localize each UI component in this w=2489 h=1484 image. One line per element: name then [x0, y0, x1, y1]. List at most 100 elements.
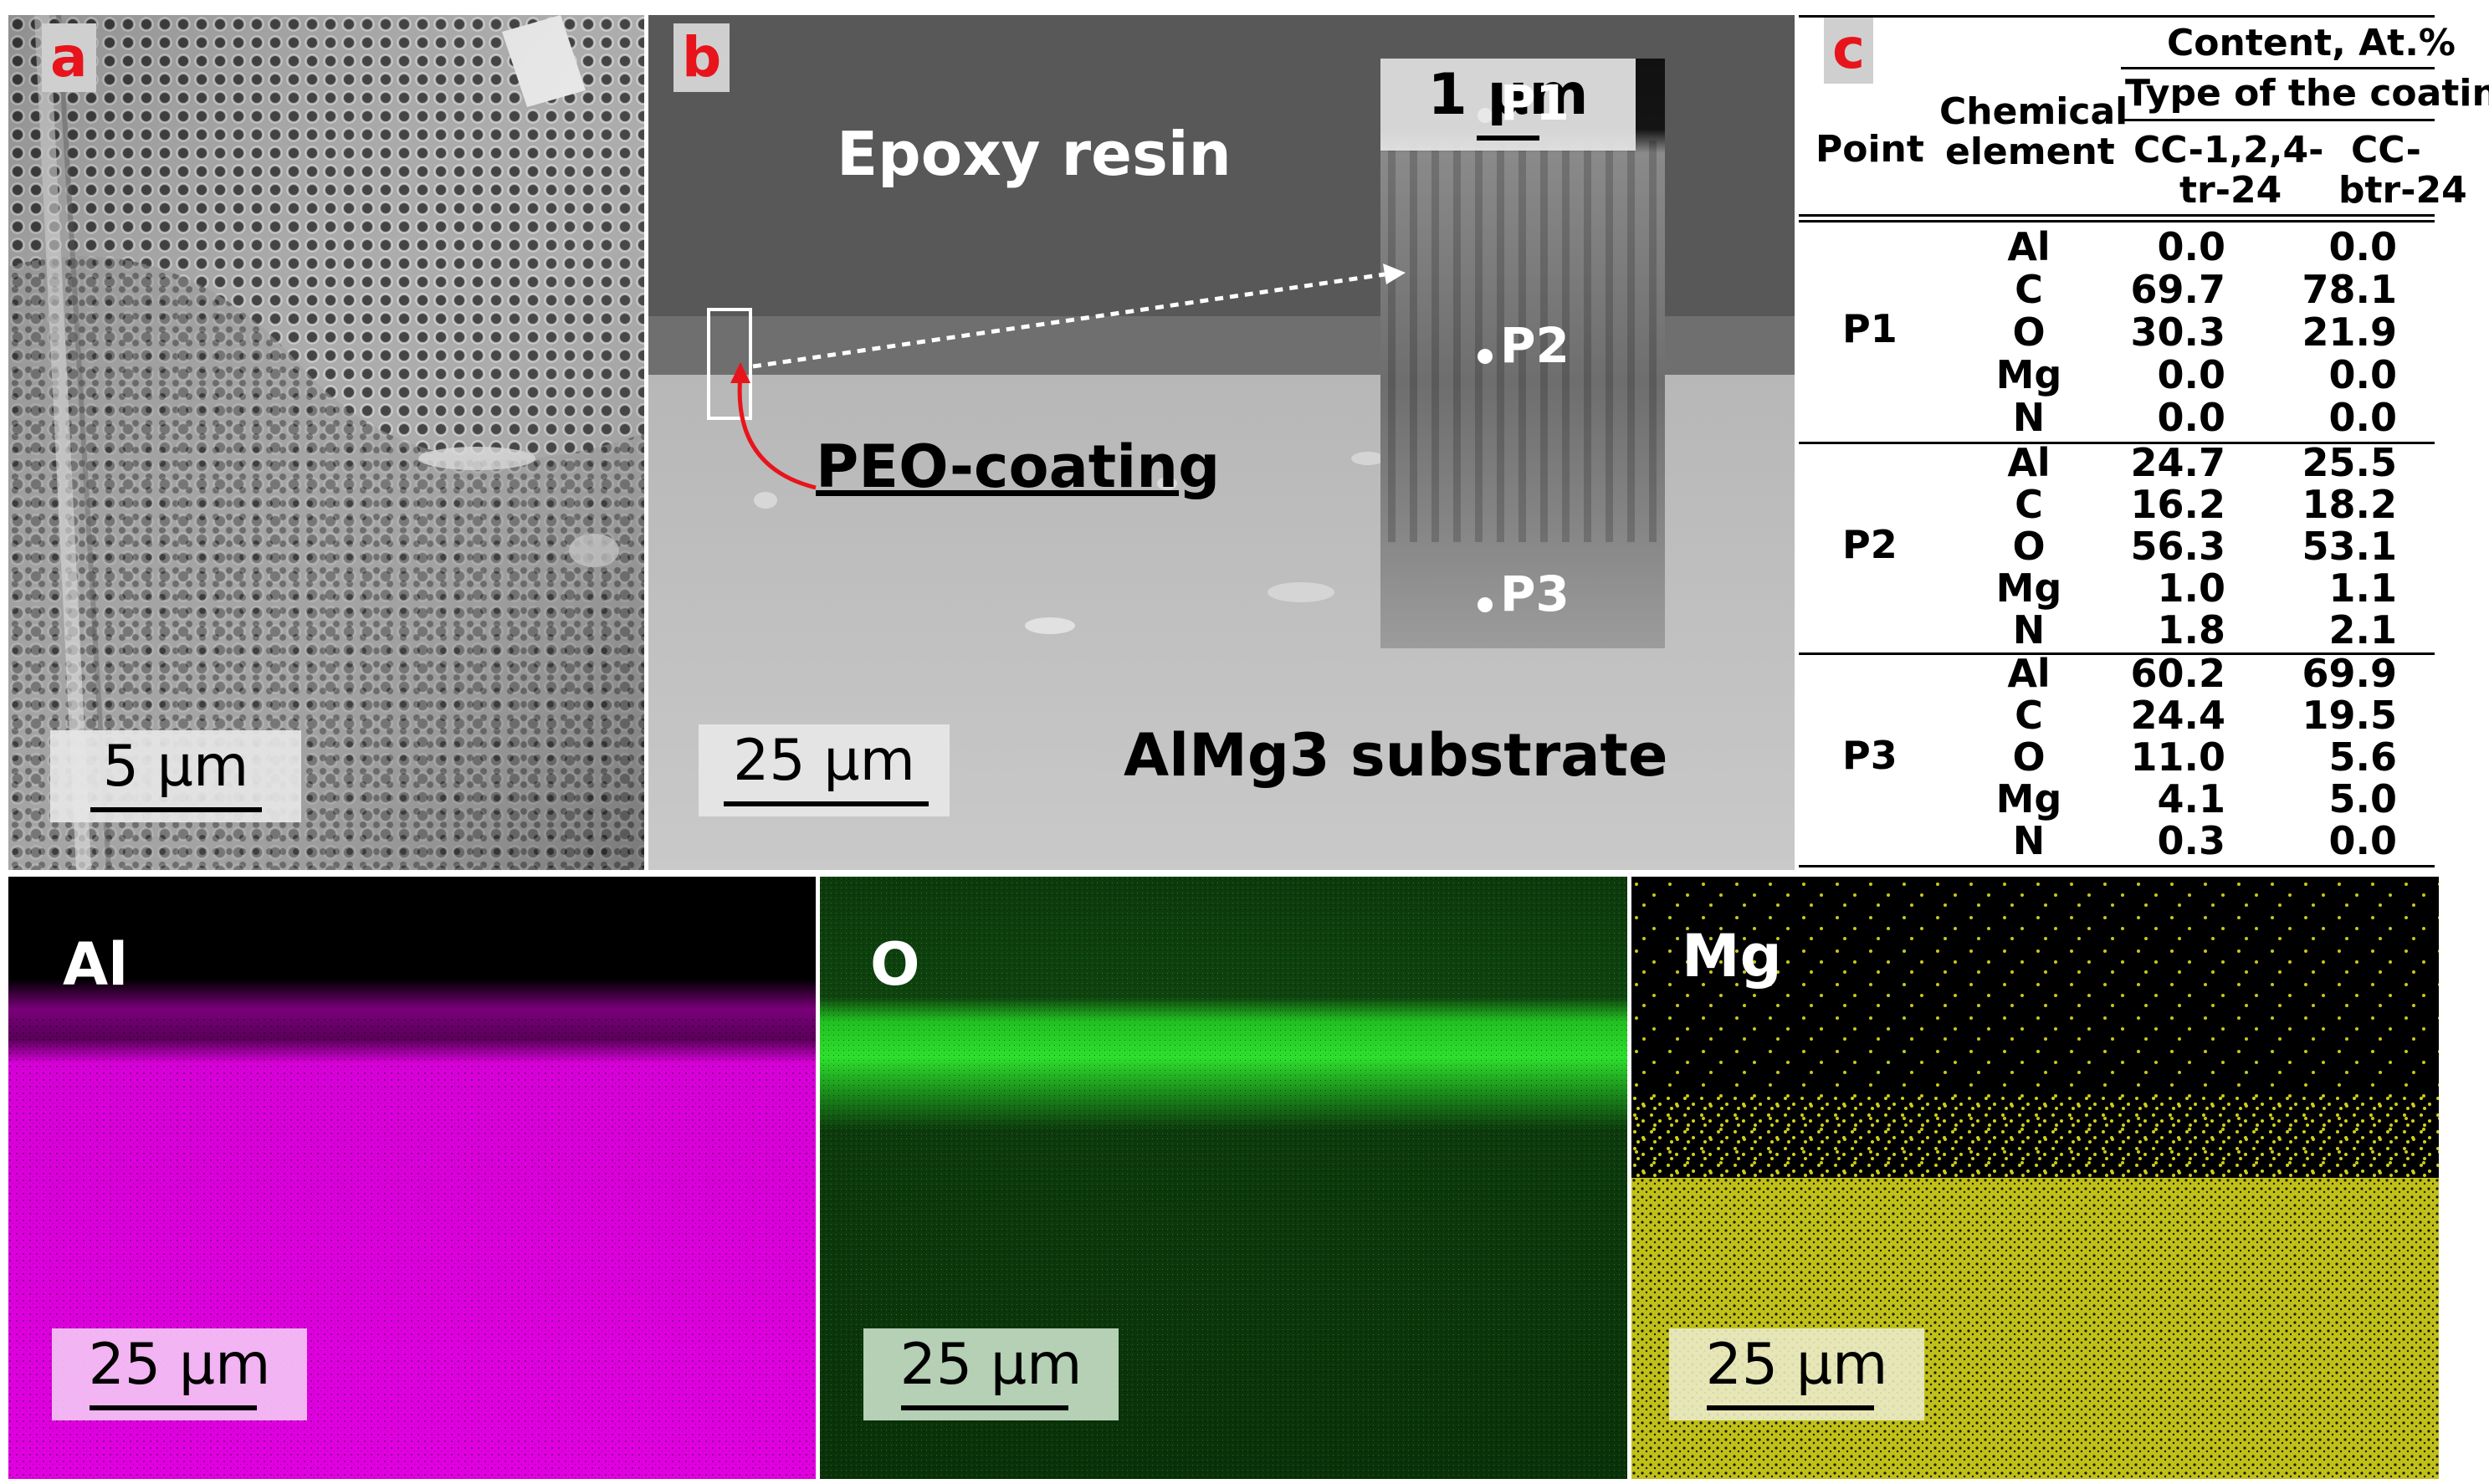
- scale-bar-label: 5 µm: [102, 734, 249, 800]
- scale-bar-mg: 25 µm: [1669, 1328, 1924, 1420]
- cell-value: 1.1: [2328, 565, 2398, 611]
- cell-element: N: [2012, 395, 2046, 440]
- scale-bar-b: 25 µm: [699, 724, 950, 816]
- point-p1-label: P1: [1500, 74, 1570, 131]
- cell-value: 4.1: [2157, 776, 2226, 821]
- cell-value: 0.0: [2157, 352, 2226, 397]
- cell-element: Al: [2007, 224, 2051, 269]
- scale-bar-line: [901, 1405, 1068, 1410]
- header-rule-1: [2121, 67, 2435, 69]
- substrate-label: AlMg3 substrate: [1124, 721, 1668, 790]
- mg-map-image: [1631, 877, 2439, 1479]
- eds-map-al: Al 25 µm: [8, 877, 816, 1479]
- header-bottom-rule-2: [1799, 220, 2435, 223]
- header-element-line2: element: [1945, 130, 2115, 173]
- cell-value: 16.2: [2130, 482, 2226, 527]
- header-col1-line2: tr-24: [2179, 169, 2282, 212]
- cell-value: 11.0: [2130, 734, 2226, 780]
- header-point: Point: [1816, 128, 1924, 171]
- sem-surface-panel: a 5 µm: [8, 15, 644, 870]
- group-point-label: P2: [1842, 522, 1897, 567]
- group-point-label: P3: [1842, 733, 1897, 778]
- scale-bar-a: 5 µm: [50, 730, 301, 822]
- cell-value: 24.4: [2130, 693, 2226, 738]
- cell-value: 0.3: [2157, 818, 2226, 863]
- cell-value: 0.0: [2328, 395, 2398, 440]
- inset-scale-line: [1477, 136, 1539, 141]
- cell-element: C: [2015, 267, 2043, 312]
- scale-bar-line: [90, 807, 262, 812]
- header-col1-line1: CC-1,2,4-: [2133, 129, 2324, 171]
- inset-scale-bar: 1 µm: [1380, 59, 1636, 151]
- cell-element: Al: [2007, 440, 2051, 485]
- scale-bar-label: 25 µm: [88, 1332, 271, 1398]
- cross-section-panel: b Epoxy resin PEO-coating AlMg3 substrat…: [648, 15, 1795, 870]
- point-p2-label: P2: [1500, 317, 1570, 374]
- peo-coating-label: PEO-coating: [816, 432, 1221, 501]
- cell-value: 69.7: [2130, 267, 2226, 312]
- scale-bar-line: [1707, 1405, 1874, 1410]
- scale-bar-line: [90, 1405, 257, 1410]
- header-content: Content, At.%: [2167, 22, 2456, 64]
- cell-value: 5.6: [2328, 734, 2398, 780]
- porous-surface-image: [8, 15, 644, 870]
- cell-value: 53.1: [2302, 524, 2398, 569]
- group-rule-2: [1799, 652, 2435, 655]
- cell-value: 24.7: [2130, 440, 2226, 485]
- cell-value: 0.0: [2157, 395, 2226, 440]
- header-element-line1: Chemical: [1939, 90, 2128, 133]
- scale-bar-al: 25 µm: [52, 1328, 307, 1420]
- cell-element: O: [2012, 310, 2046, 355]
- cell-element: Mg: [1995, 776, 2062, 821]
- header-type: Type of the coating: [2125, 72, 2489, 115]
- cell-value: 0.0: [2328, 224, 2398, 269]
- group-point-label: P1: [1842, 306, 1897, 351]
- eds-map-o: O 25 µm: [820, 877, 1627, 1479]
- point-p3-label: P3: [1500, 565, 1570, 622]
- cell-element: C: [2015, 693, 2043, 738]
- eds-map-mg: Mg 25 µm: [1631, 877, 2439, 1479]
- header-col2-line2: btr-24: [2338, 169, 2467, 212]
- cell-value: 60.2: [2130, 651, 2226, 696]
- cell-element: O: [2012, 734, 2046, 780]
- scale-bar-label: 25 µm: [899, 1332, 1083, 1398]
- map-element-label: Mg: [1682, 922, 1782, 990]
- cell-element: N: [2012, 818, 2046, 863]
- epoxy-resin-label: Epoxy resin: [837, 119, 1232, 189]
- cell-value: 21.9: [2302, 310, 2398, 355]
- cell-value: 30.3: [2130, 310, 2226, 355]
- panel-letter-b: b: [673, 23, 730, 92]
- scale-bar-o: 25 µm: [863, 1328, 1119, 1420]
- scale-bar-label: 25 µm: [733, 728, 915, 794]
- cell-value: 69.9: [2302, 651, 2398, 696]
- cell-element: Mg: [1995, 565, 2062, 611]
- group-rule-1: [1799, 442, 2435, 444]
- map-element-label: Al: [63, 930, 129, 999]
- cell-value: 1.0: [2157, 565, 2226, 611]
- cell-value: 78.1: [2302, 267, 2398, 312]
- cell-value: 1.8: [2157, 607, 2226, 652]
- panel-letter-c: c: [1824, 15, 1874, 84]
- cell-element: Al: [2007, 651, 2051, 696]
- table-top-rule: [1799, 15, 2435, 18]
- cell-element: O: [2012, 524, 2046, 569]
- scale-bar-line: [724, 801, 929, 806]
- cell-value: 2.1: [2328, 607, 2398, 652]
- scale-bar-label: 25 µm: [1705, 1332, 1888, 1398]
- panel-letter-a: a: [42, 23, 96, 92]
- inset-scale-label: 1 µm: [1427, 62, 1589, 128]
- cell-value: 0.0: [2157, 224, 2226, 269]
- cell-value: 19.5: [2302, 693, 2398, 738]
- header-col2-line1: CC-: [2351, 129, 2421, 171]
- cell-element: C: [2015, 482, 2043, 527]
- cell-value: 56.3: [2130, 524, 2226, 569]
- cell-value: 25.5: [2302, 440, 2398, 485]
- table-bottom-rule: [1799, 865, 2435, 867]
- header-bottom-rule: [1799, 214, 2435, 217]
- map-element-label: O: [870, 930, 920, 999]
- cell-element: N: [2012, 607, 2046, 652]
- composition-table-panel: c Content, At.% Type of the coating Poin…: [1799, 0, 2489, 870]
- cell-element: Mg: [1995, 352, 2062, 397]
- cell-value: 0.0: [2328, 352, 2398, 397]
- header-rule-2: [2121, 119, 2435, 121]
